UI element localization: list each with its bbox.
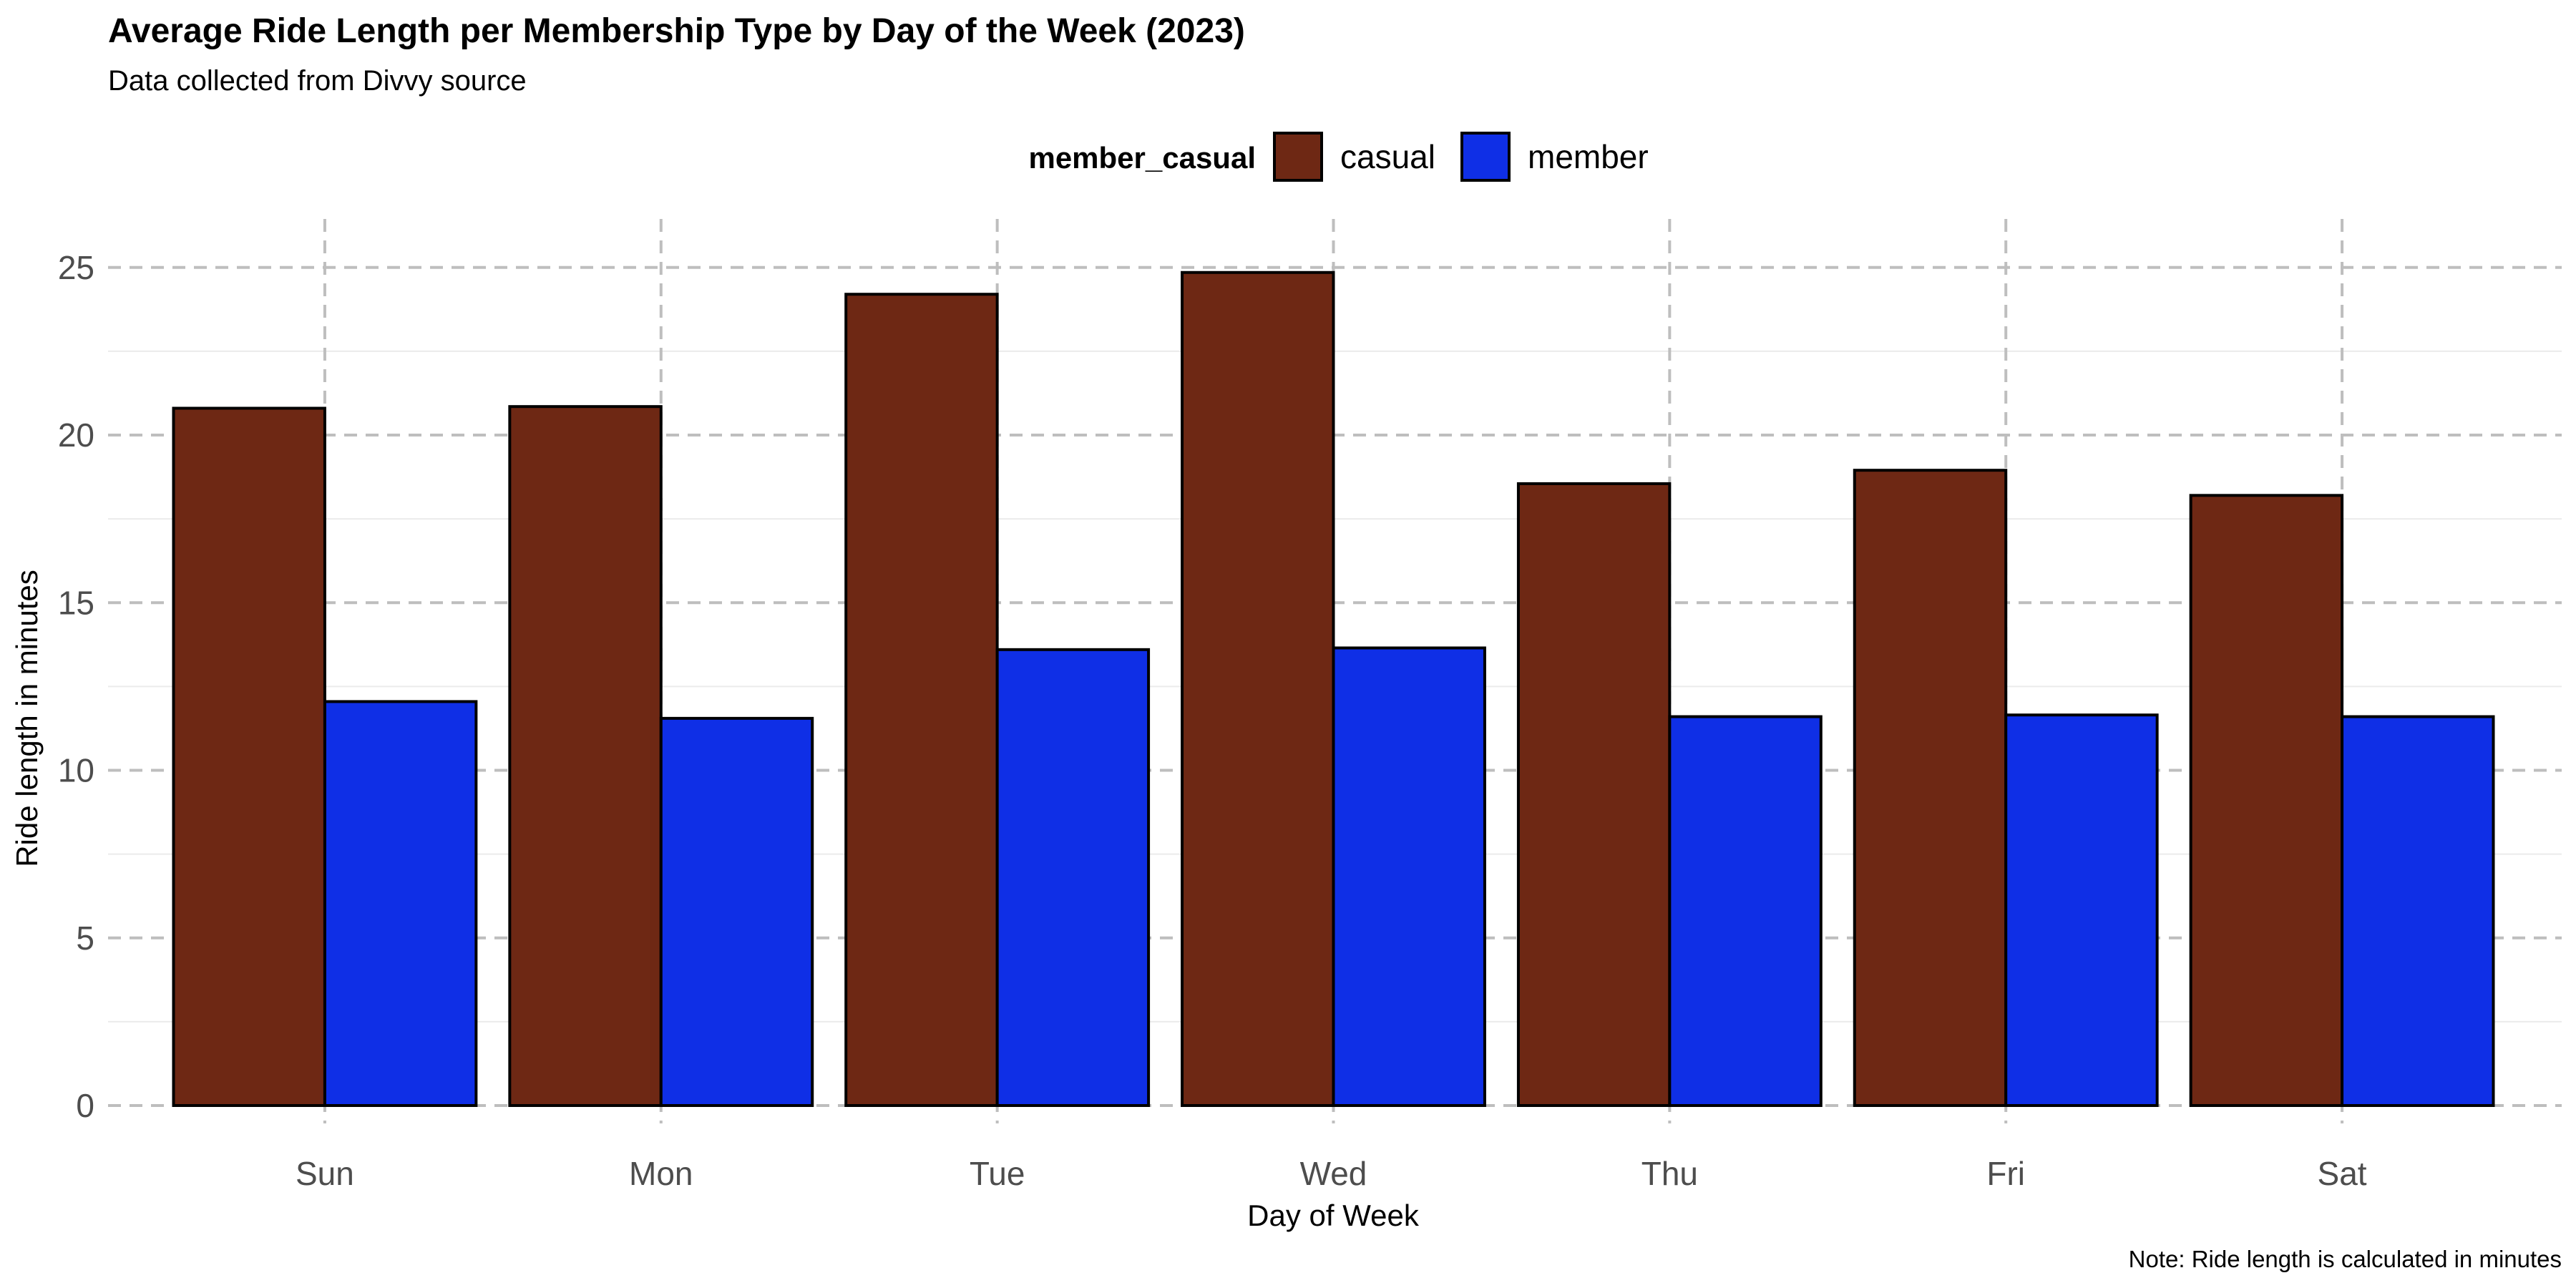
x-tick-label-fri: Fri <box>1986 1155 2025 1192</box>
bar-member-sun <box>323 700 478 1107</box>
x-tick-label-tue: Tue <box>970 1155 1025 1192</box>
x-axis-title: Day of Week <box>1247 1199 1420 1232</box>
bar-casual-mon <box>508 405 663 1107</box>
y-tick-label: 25 <box>58 249 94 286</box>
plot-area: 0 5 10 15 20 25 Sun Mon Tue Wed Thu Fri Sat <box>58 219 2562 1192</box>
x-tick-label-sun: Sun <box>296 1155 354 1192</box>
legend-title: member_casual <box>1028 141 1256 175</box>
x-tick-label-thu: Thu <box>1641 1155 1698 1192</box>
legend-swatch-member <box>1460 132 1511 182</box>
bar-member-sat <box>2341 715 2495 1107</box>
bar-casual-sat <box>2189 494 2344 1107</box>
y-tick-label: 5 <box>76 919 94 957</box>
x-tick-label-sat: Sat <box>2318 1155 2367 1192</box>
y-tick-label: 20 <box>58 416 94 454</box>
chart-title: Average Ride Length per Membership Type … <box>108 12 1245 50</box>
bars <box>172 270 2495 1108</box>
legend-label-casual: casual <box>1340 138 1435 175</box>
bar-casual-fri <box>1853 469 2008 1107</box>
legend-swatch-casual <box>1273 132 1323 182</box>
legend: member_casual casual member <box>1028 132 1649 182</box>
chart-subtitle: Data collected from Divvy source <box>108 65 527 97</box>
bar-member-fri <box>2004 713 2159 1107</box>
bar-casual-wed <box>1181 270 1335 1108</box>
legend-label-member: member <box>1528 138 1649 175</box>
y-axis-tick-labels: 0 5 10 15 20 25 <box>58 249 94 1124</box>
bar-member-tue <box>995 648 1151 1107</box>
bar-casual-thu <box>1516 482 1672 1107</box>
x-tick-label-mon: Mon <box>629 1155 693 1192</box>
bar-casual-tue <box>844 293 999 1108</box>
bar-member-thu <box>1668 715 1823 1107</box>
y-axis-title: Ride length in minutes <box>10 570 44 867</box>
y-tick-label: 0 <box>76 1087 94 1124</box>
x-tick-label-wed: Wed <box>1300 1155 1367 1192</box>
x-axis-tick-labels: Sun Mon Tue Wed Thu Fri Sat <box>296 1155 2367 1192</box>
bar-member-wed <box>1332 646 1486 1107</box>
y-tick-label: 10 <box>58 752 94 789</box>
bar-casual-sun <box>172 406 326 1107</box>
chart-caption: Note: Ride length is calculated in minut… <box>2129 1246 2562 1272</box>
bar-member-mon <box>659 716 814 1107</box>
y-tick-label: 15 <box>58 584 94 621</box>
